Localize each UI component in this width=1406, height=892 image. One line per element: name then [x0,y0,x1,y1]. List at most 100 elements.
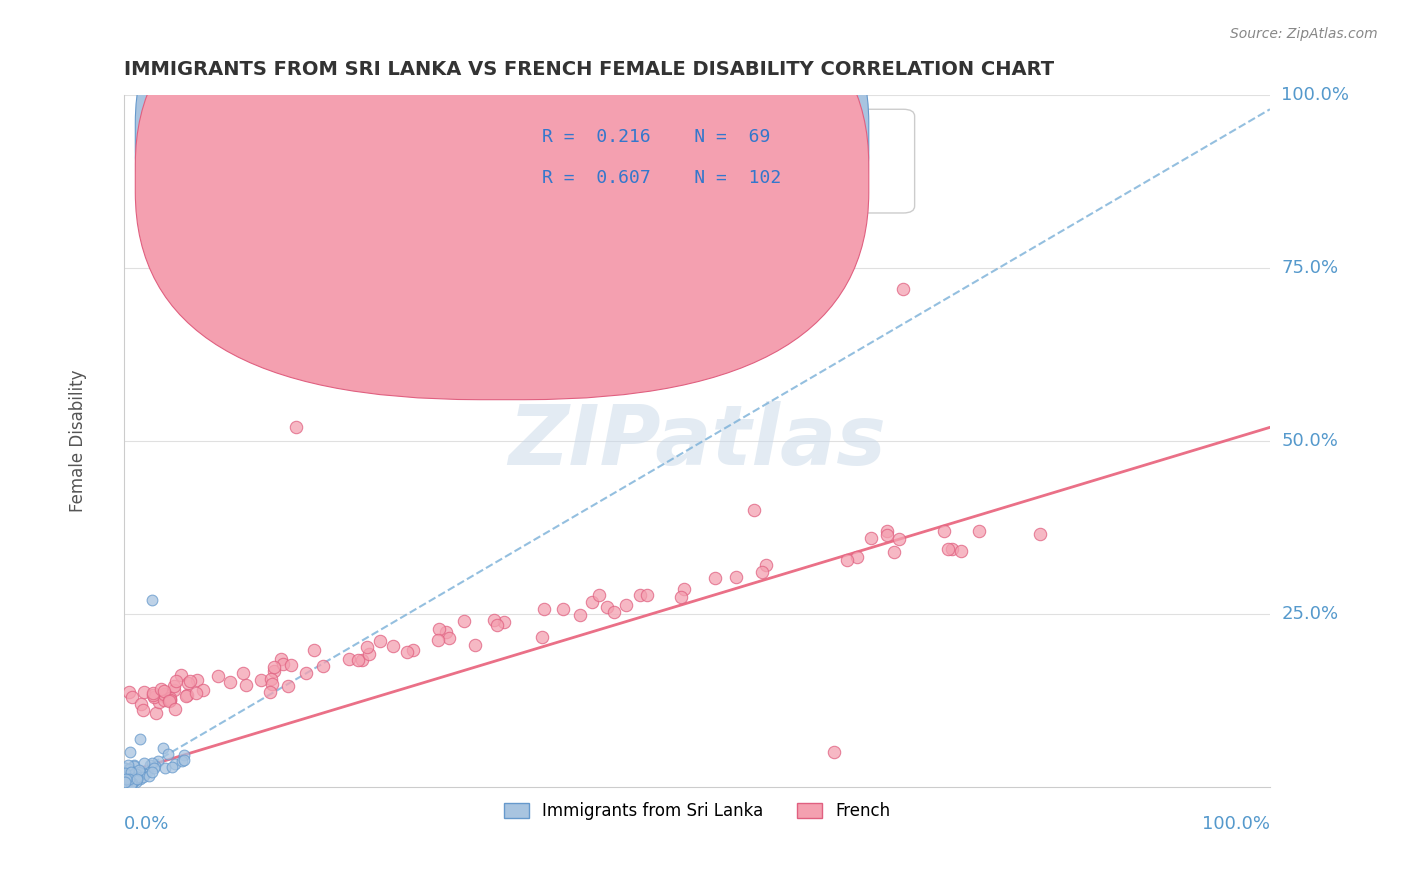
Point [141,756,163,770]
Point [837,552,859,566]
Point [129,698,152,712]
Point [115,775,138,789]
Point [148,695,170,709]
Point [148,754,170,768]
Point [725,570,748,584]
Point [395,645,418,659]
Point [117,767,139,781]
Point [163,683,186,698]
Point [464,638,486,652]
Point [143,761,166,775]
Point [159,693,181,707]
Text: 100.0%: 100.0% [1281,87,1350,104]
Point [936,542,959,557]
Point [115,767,138,781]
Point [134,767,156,781]
Point [124,767,146,781]
Point [121,775,143,789]
Point [132,703,155,717]
Point [270,652,292,666]
Point [114,775,136,789]
Point [169,668,191,682]
Point [139,757,162,772]
Point [118,762,141,776]
Text: R =  0.607    N =  102: R = 0.607 N = 102 [543,169,782,187]
Point [179,673,201,688]
Point [162,679,184,693]
Point [114,761,136,775]
Point [596,600,619,615]
Point [121,776,143,790]
Point [142,690,165,705]
Point [118,685,141,699]
Point [941,542,963,557]
Point [427,622,450,636]
Point [368,634,391,648]
Point [950,544,973,558]
Point [124,758,146,772]
Point [453,614,475,628]
Point [671,591,693,605]
Point [141,593,163,607]
Point [153,687,176,701]
Point [207,669,229,683]
Point [630,588,652,602]
Text: 100.0%: 100.0% [1202,814,1270,832]
Text: Female Disability: Female Disability [69,370,87,512]
Point [553,602,575,616]
Point [114,777,136,791]
Point [616,599,638,613]
Point [128,772,150,787]
Point [859,532,882,546]
Point [112,765,135,780]
Point [755,558,778,572]
Point [280,657,302,672]
Point [153,684,176,698]
Point [115,776,138,790]
Point [117,774,139,789]
Point [263,665,285,679]
Point [284,420,307,434]
Point [120,777,142,791]
Point [427,632,450,647]
Point [176,676,198,690]
Point [127,772,149,786]
Point [128,765,150,780]
Text: Source: ZipAtlas.com: Source: ZipAtlas.com [1230,27,1378,41]
Point [533,602,555,616]
Text: ZIPatlas: ZIPatlas [508,401,886,482]
Point [219,675,242,690]
Point [155,690,177,704]
Point [302,643,325,657]
Point [120,765,142,780]
Point [165,674,187,689]
Point [117,765,139,780]
Point [486,617,509,632]
Point [141,764,163,779]
Point [891,282,914,296]
Point [883,545,905,559]
Point [260,673,283,687]
Point [152,693,174,707]
Point [134,685,156,699]
Point [1029,527,1052,541]
Point [124,764,146,779]
Point [191,683,214,698]
Point [602,605,624,619]
FancyBboxPatch shape [456,109,915,213]
Point [184,686,207,700]
Point [142,686,165,700]
Point [742,503,765,517]
Point [163,701,186,715]
Text: IMMIGRANTS FROM SRI LANKA VS FRENCH FEMALE DISABILITY CORRELATION CHART: IMMIGRANTS FROM SRI LANKA VS FRENCH FEMA… [124,60,1054,78]
Point [152,689,174,703]
Point [347,652,370,666]
Point [128,768,150,782]
Point [125,771,148,785]
Point [125,775,148,789]
Point [482,613,505,627]
Point [125,765,148,780]
Point [751,566,773,580]
Point [142,688,165,702]
Point [145,706,167,720]
